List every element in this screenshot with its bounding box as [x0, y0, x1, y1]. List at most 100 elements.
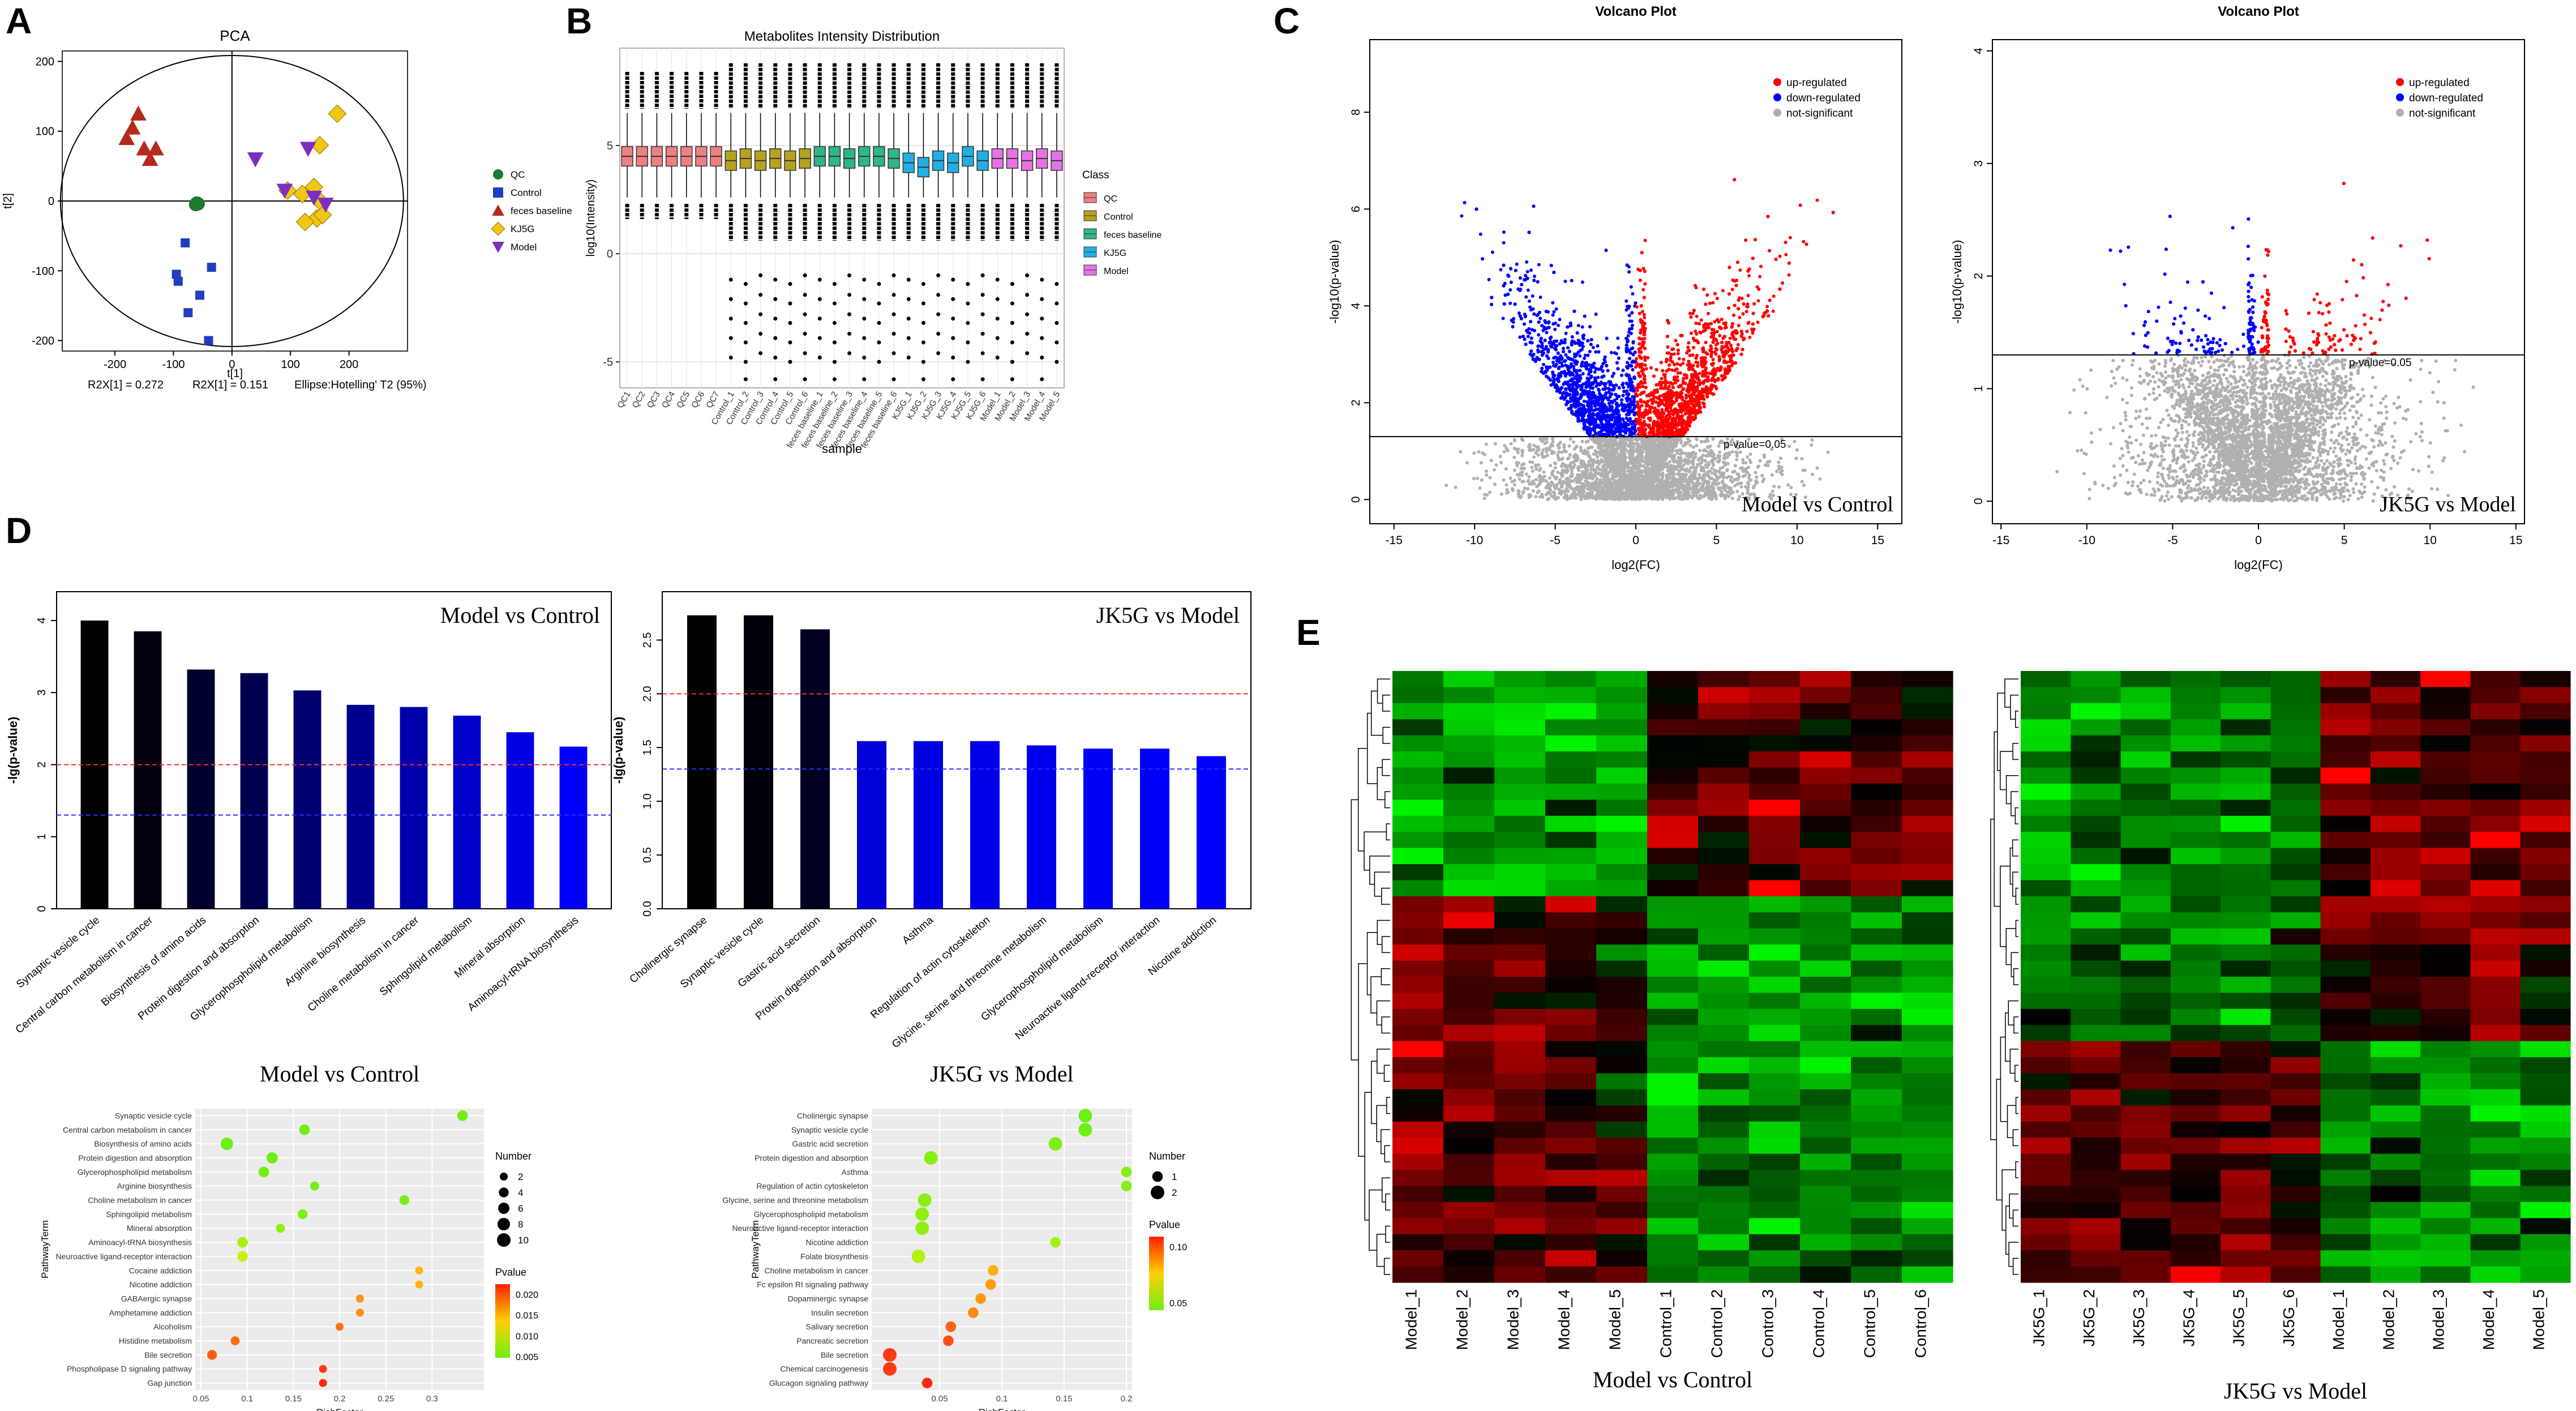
outlier-point — [862, 355, 867, 360]
volcano-point — [1703, 405, 1706, 409]
outlier-point — [773, 336, 778, 340]
outlier-point — [921, 282, 925, 287]
panel-label-d: D — [6, 510, 32, 551]
volcano-point — [1730, 324, 1734, 328]
volcano-point — [1641, 288, 1645, 292]
point-triangle — [124, 119, 141, 135]
volcano-point — [1643, 270, 1647, 273]
outlier-point — [788, 282, 792, 287]
volcano-point — [1652, 395, 1656, 399]
volcano-point — [1508, 267, 1512, 271]
volcano-point — [1563, 279, 1567, 283]
volcano-point — [1580, 360, 1584, 364]
volcano-point — [1537, 344, 1541, 348]
x-tick-label: QC1 — [615, 390, 632, 410]
outlier-point — [1010, 301, 1014, 306]
volcano-point — [1737, 298, 1741, 302]
volcano-point — [1643, 358, 1647, 362]
outlier-point — [980, 351, 985, 356]
outlier-point — [758, 273, 763, 277]
outlier-point — [862, 297, 867, 301]
volcano-point — [1593, 376, 1597, 380]
volcano-point — [1788, 236, 1792, 240]
volcano-point — [1678, 371, 1682, 375]
volcano-point — [1703, 356, 1707, 360]
volcano-point — [1665, 351, 1669, 355]
outlier-point — [980, 293, 985, 297]
point-diamond — [328, 104, 347, 123]
volcano-point — [1664, 417, 1668, 421]
outlier-point — [936, 331, 941, 336]
volcano-point — [1551, 361, 1555, 364]
volcano-point — [1720, 340, 1724, 344]
volcano-point — [1528, 305, 1532, 309]
outlier-point — [966, 320, 970, 325]
point-diamond — [313, 206, 332, 224]
outlier-point — [773, 377, 778, 382]
volcano-point — [1502, 230, 1506, 234]
point-square — [493, 187, 503, 198]
volcano-point — [1681, 361, 1685, 365]
legend-label: QC — [511, 169, 525, 180]
volcano-point — [1676, 352, 1680, 356]
volcano-point — [1706, 375, 1710, 379]
panel-label-c: C — [1274, 1, 1300, 41]
volcano-point — [1551, 313, 1555, 317]
outlier-point — [891, 293, 896, 297]
outlier-point — [936, 293, 941, 297]
volcano-point — [1626, 396, 1630, 400]
outlier-point — [1055, 301, 1059, 306]
outlier-point — [817, 277, 822, 282]
volcano-point — [1628, 319, 1632, 323]
volcano-point — [1626, 334, 1630, 338]
legend-label: Model — [511, 242, 537, 253]
volcano-point — [1552, 310, 1556, 314]
outlier-point — [980, 273, 985, 277]
volcano-point — [1628, 417, 1632, 421]
point-triangle — [118, 130, 135, 146]
outlier-point — [1040, 277, 1044, 282]
outlier-point — [803, 351, 807, 356]
boxplot-chart: Metabolites Intensity Distribution-505QC… — [585, 29, 1161, 456]
volcano-point — [1738, 268, 1742, 272]
outlier-point — [891, 331, 896, 336]
volcano-point — [1622, 386, 1626, 390]
volcano-point — [1643, 238, 1647, 242]
volcano-point — [1527, 299, 1531, 303]
outlier-point — [877, 320, 881, 325]
legend-label: Model — [1104, 267, 1129, 276]
outlier-point — [862, 317, 867, 321]
volcano-point — [1728, 336, 1732, 340]
volcano-point — [1583, 357, 1586, 360]
legend-label: Control — [1104, 212, 1133, 222]
volcano-point — [1730, 288, 1734, 292]
outlier-point — [1025, 293, 1030, 297]
outlier-point — [803, 293, 807, 297]
volcano-point — [1787, 273, 1791, 277]
point-square — [172, 270, 181, 279]
volcano-point — [1617, 424, 1621, 428]
volcano-point — [1525, 260, 1529, 264]
volcano-point — [1699, 318, 1703, 322]
outlier-point — [1025, 273, 1030, 277]
outlier-point — [773, 277, 778, 282]
volcano-point — [1625, 361, 1629, 365]
volcano-point — [1759, 264, 1763, 268]
volcano-point — [1641, 267, 1645, 271]
outlier-point — [936, 273, 941, 277]
outlier-point — [995, 277, 1000, 282]
outlier-point — [877, 301, 881, 306]
point-triangle — [492, 204, 504, 216]
outlier-point — [1025, 331, 1030, 336]
y-axis-title: log10(Intensity) — [585, 179, 597, 257]
outlier-point — [951, 377, 955, 382]
point-circle — [191, 196, 205, 211]
outlier-point — [728, 355, 733, 360]
outlier-point — [891, 377, 896, 382]
point-triangle — [136, 140, 153, 156]
outlier-point — [906, 297, 911, 301]
volcano-point — [1561, 364, 1565, 368]
volcano-point — [1815, 198, 1819, 202]
x-tick-label: QC4 — [660, 390, 677, 410]
volcano-point — [1724, 375, 1727, 379]
